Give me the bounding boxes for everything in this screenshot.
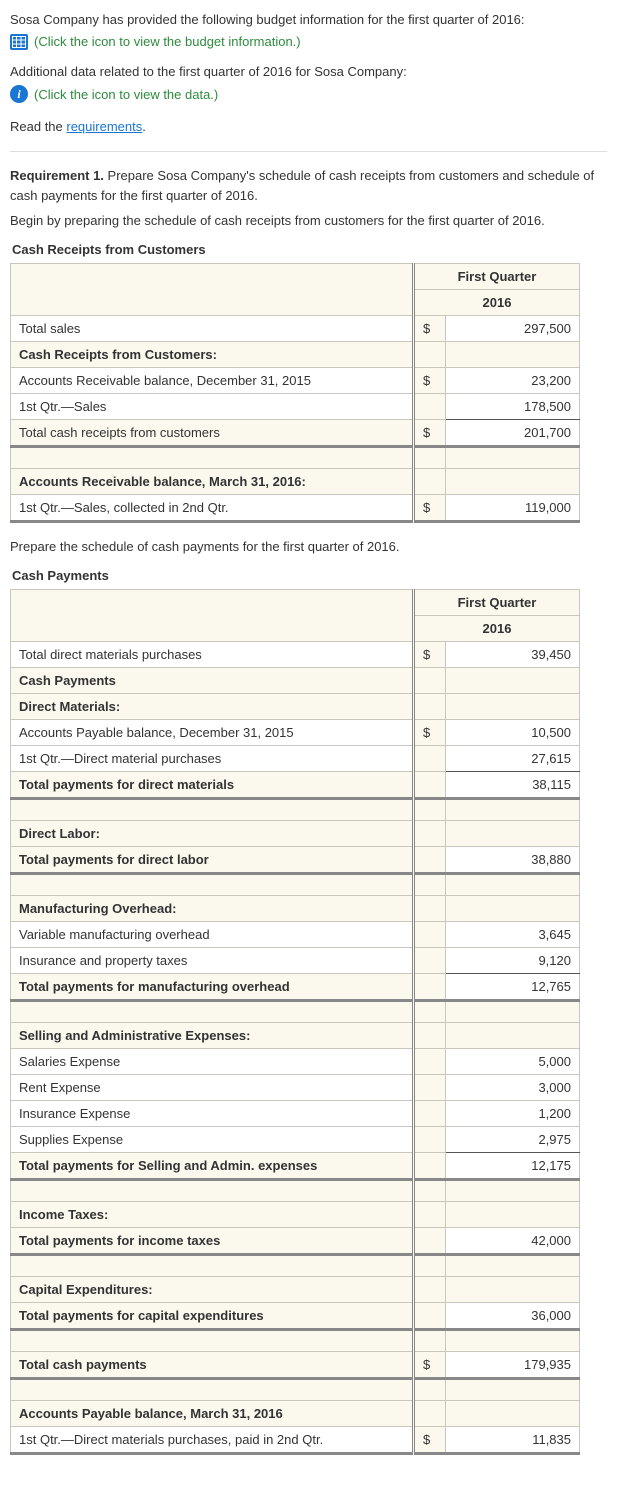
payments-col-header-1: First Quarter: [413, 589, 579, 615]
cash-receipts-title: Cash Receipts from Customers: [12, 242, 607, 257]
receipts-col-header-2: 2016: [413, 289, 579, 315]
data-link[interactable]: (Click the icon to view the data.): [34, 87, 218, 102]
total-sales-val[interactable]: 297,500: [445, 315, 579, 341]
q1-sales-label[interactable]: 1st Qtr.—Sales: [11, 393, 414, 419]
total-receipts-label: Total cash receipts from customers: [11, 419, 414, 446]
sal-exp-val[interactable]: 5,000: [445, 1048, 579, 1074]
cash-payments-table: First Quarter 2016 Total direct material…: [10, 589, 580, 1455]
budget-info-link[interactable]: (Click the icon to view the budget infor…: [34, 34, 301, 49]
sect-cash-payments: Cash Payments: [11, 667, 414, 693]
requirement-1-begin: Begin by preparing the schedule of cash …: [10, 211, 607, 232]
ap-beg-cur: $: [413, 719, 445, 745]
total-sales-cur: $: [413, 315, 445, 341]
tot-cash-label: Total cash payments: [11, 1351, 414, 1378]
q1-dm-val[interactable]: 27,615: [445, 745, 579, 771]
tot-dl-val[interactable]: 38,880: [445, 846, 579, 873]
budget-info-link-row: (Click the icon to view the budget infor…: [10, 34, 607, 50]
sup-exp-label[interactable]: Supplies Expense: [11, 1126, 414, 1152]
read-req-prefix: Read the: [10, 119, 66, 134]
sup-exp-val[interactable]: 2,975: [445, 1126, 579, 1152]
ar-beg-val[interactable]: 23,200: [445, 367, 579, 393]
q1-dm-q2-cur: $: [413, 1426, 445, 1453]
sect-cap: Capital Expenditures:: [11, 1276, 414, 1302]
tot-dm-label: Total payments for direct materials: [11, 771, 414, 798]
cash-payments-title: Cash Payments: [12, 568, 607, 583]
ar-beg-label[interactable]: Accounts Receivable balance, December 31…: [11, 367, 414, 393]
info-icon[interactable]: i: [10, 85, 28, 103]
tot-dm-val[interactable]: 38,115: [445, 771, 579, 798]
ap-beg-val[interactable]: 10,500: [445, 719, 579, 745]
tot-sa-label: Total payments for Selling and Admin. ex…: [11, 1152, 414, 1179]
grid-icon[interactable]: [10, 34, 28, 50]
q1-coll-q2-val[interactable]: 119,000: [445, 494, 579, 521]
sal-exp-label[interactable]: Salaries Expense: [11, 1048, 414, 1074]
ins-exp-label[interactable]: Insurance Expense: [11, 1100, 414, 1126]
tot-moh-val[interactable]: 12,765: [445, 973, 579, 1000]
tot-dm-purch-label[interactable]: Total direct materials purchases: [11, 641, 414, 667]
rent-exp-label[interactable]: Rent Expense: [11, 1074, 414, 1100]
tot-dm-purch-val[interactable]: 39,450: [445, 641, 579, 667]
total-receipts-val[interactable]: 201,700: [445, 419, 579, 446]
receipts-section-1: Cash Receipts from Customers:: [11, 341, 414, 367]
var-moh-val[interactable]: 3,645: [445, 921, 579, 947]
tot-moh-label: Total payments for manufacturing overhea…: [11, 973, 414, 1000]
payments-intro: Prepare the schedule of cash payments fo…: [10, 537, 607, 558]
tot-tax-label: Total payments for income taxes: [11, 1227, 414, 1254]
tot-cash-cur: $: [413, 1351, 445, 1378]
sect-moh: Manufacturing Overhead:: [11, 895, 414, 921]
tot-cap-val[interactable]: 36,000: [445, 1302, 579, 1329]
q1-dm-label[interactable]: 1st Qtr.—Direct material purchases: [11, 745, 414, 771]
receipts-section-2: Accounts Receivable balance, March 31, 2…: [11, 468, 414, 494]
requirement-1-text: Requirement 1. Prepare Sosa Company's sc…: [10, 166, 607, 208]
payments-col-header-2: 2016: [413, 615, 579, 641]
cash-receipts-table: First Quarter 2016 Total sales $ 297,500…: [10, 263, 580, 523]
rent-exp-val[interactable]: 3,000: [445, 1074, 579, 1100]
q1-sales-val[interactable]: 178,500: [445, 393, 579, 419]
sect-ap-end: Accounts Payable balance, March 31, 2016: [11, 1400, 414, 1426]
ar-beg-cur: $: [413, 367, 445, 393]
intro-line-1: Sosa Company has provided the following …: [10, 10, 607, 30]
sect-direct-materials: Direct Materials:: [11, 693, 414, 719]
tot-dm-purch-cur: $: [413, 641, 445, 667]
tot-tax-val[interactable]: 42,000: [445, 1227, 579, 1254]
ins-prop-val[interactable]: 9,120: [445, 947, 579, 973]
q1-dm-q2-val[interactable]: 11,835: [445, 1426, 579, 1453]
tot-sa-val[interactable]: 12,175: [445, 1152, 579, 1179]
sect-direct-labor: Direct Labor:: [11, 820, 414, 846]
ap-beg-label[interactable]: Accounts Payable balance, December 31, 2…: [11, 719, 414, 745]
tot-cap-label: Total payments for capital expenditures: [11, 1302, 414, 1329]
read-requirements: Read the requirements.: [10, 117, 607, 137]
q1-coll-q2-cur: $: [413, 494, 445, 521]
total-sales-label[interactable]: Total sales: [11, 315, 414, 341]
q1-coll-q2-label[interactable]: 1st Qtr.—Sales, collected in 2nd Qtr.: [11, 494, 414, 521]
requirements-link[interactable]: requirements: [66, 119, 142, 134]
requirement-1-label: Requirement 1.: [10, 168, 104, 183]
q1-dm-q2-label[interactable]: 1st Qtr.—Direct materials purchases, pai…: [11, 1426, 414, 1453]
ins-prop-label[interactable]: Insurance and property taxes: [11, 947, 414, 973]
q1-sales-cur: [413, 393, 445, 419]
total-receipts-cur: $: [413, 419, 445, 446]
data-link-row: i (Click the icon to view the data.): [10, 85, 607, 103]
tot-cash-val[interactable]: 179,935: [445, 1351, 579, 1378]
var-moh-label[interactable]: Variable manufacturing overhead: [11, 921, 414, 947]
tot-dl-label: Total payments for direct labor: [11, 846, 414, 873]
sect-tax: Income Taxes:: [11, 1201, 414, 1227]
intro-line-2: Additional data related to the first qua…: [10, 62, 607, 82]
receipts-col-header-1: First Quarter: [413, 263, 579, 289]
sect-sa: Selling and Administrative Expenses:: [11, 1022, 414, 1048]
ins-exp-val[interactable]: 1,200: [445, 1100, 579, 1126]
